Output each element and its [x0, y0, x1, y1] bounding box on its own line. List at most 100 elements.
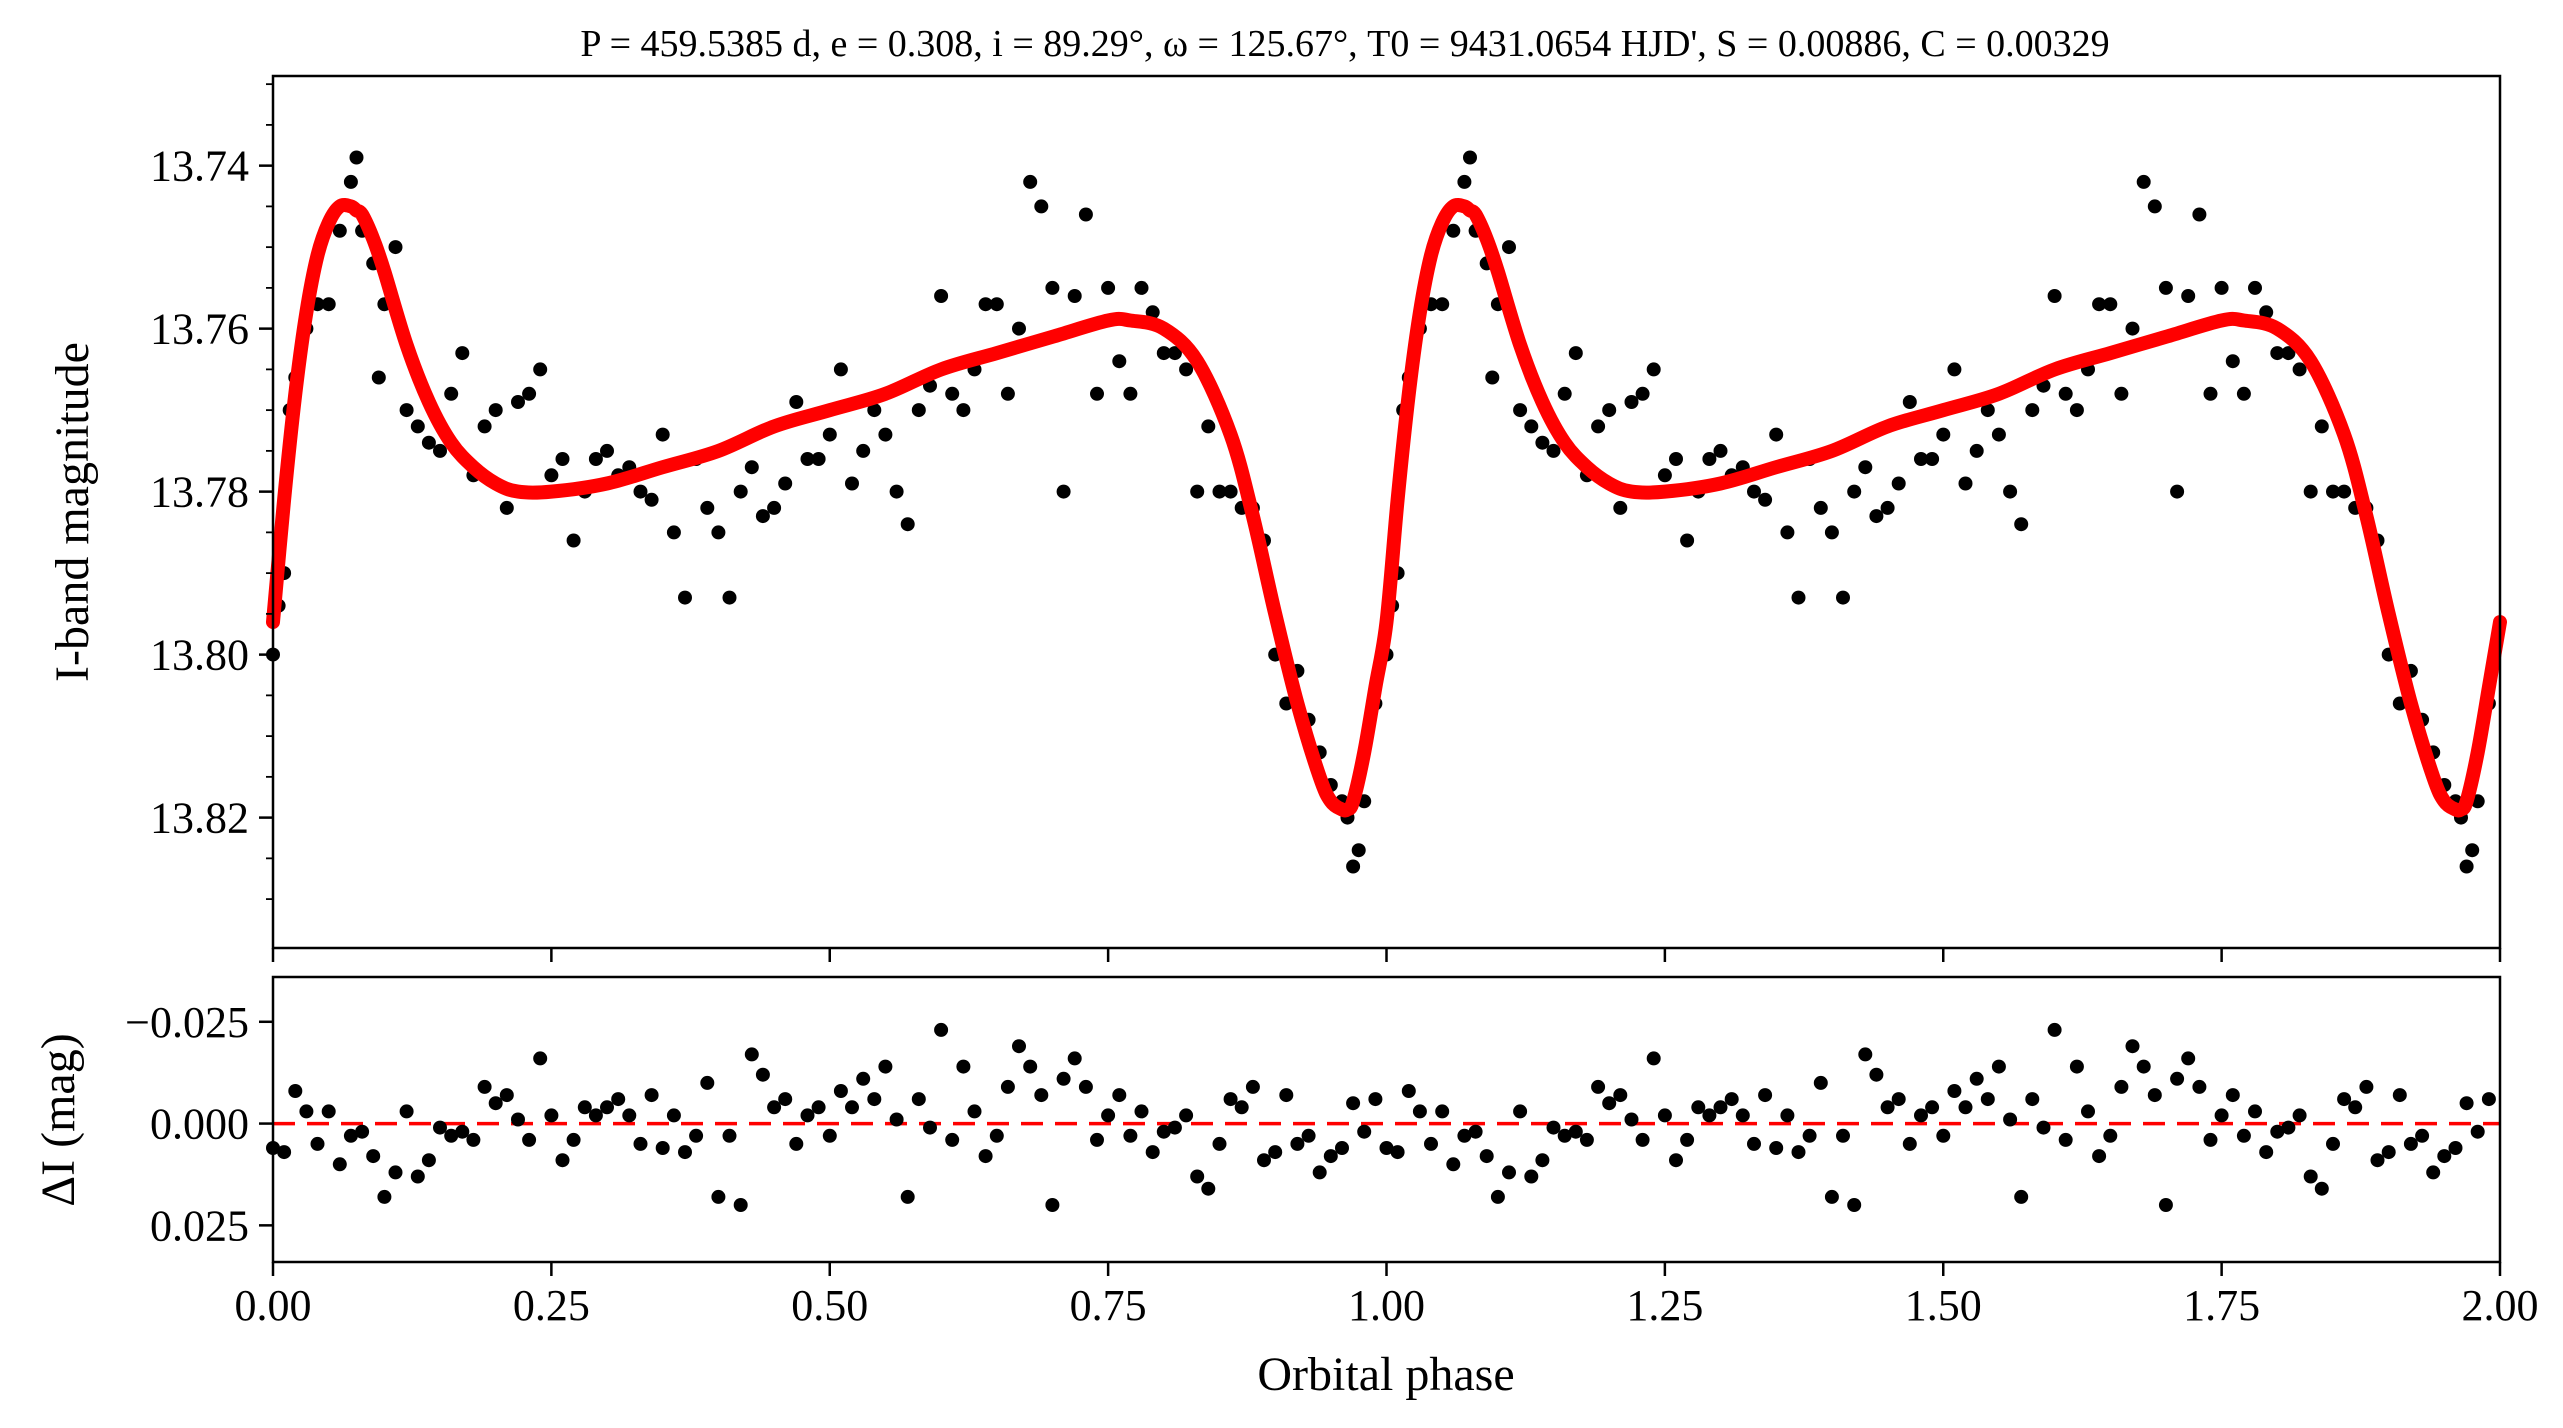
residual-point [1680, 1132, 1695, 1147]
data-point [1524, 419, 1539, 434]
bottom-plot-frame [271, 975, 2502, 1264]
residual-point [1524, 1169, 1539, 1184]
residual-point [1190, 1169, 1205, 1184]
residual-point [477, 1079, 492, 1094]
data-point [499, 500, 514, 515]
residual-point [1747, 1136, 1761, 1151]
residual-point [1902, 1136, 1917, 1151]
residual-point [2359, 1079, 2374, 1094]
data-point [2248, 280, 2262, 295]
top-panel: P = 459.5385 d, e = 0.308, i = 89.29°, ω… [46, 23, 2507, 962]
residual-point [2036, 1120, 2051, 1135]
residual-point [1657, 1108, 1672, 1123]
data-point [867, 403, 882, 418]
data-point [1346, 859, 1361, 874]
residual-point [1836, 1128, 1850, 1143]
data-point [934, 289, 949, 303]
residual-point [2270, 1124, 2285, 1139]
data-point [1557, 386, 1572, 401]
data-point [945, 386, 960, 401]
residual-point [767, 1100, 782, 1115]
data-point [833, 362, 848, 377]
data-point [1179, 362, 1194, 377]
x-tick-label: 2.00 [2462, 1281, 2539, 1330]
residual-point [633, 1136, 648, 1151]
residual-point [1713, 1100, 1728, 1115]
residual-point [566, 1132, 581, 1147]
y-tick-label: 13.76 [150, 305, 249, 354]
data-point [1023, 174, 1038, 189]
residual-point [2081, 1104, 2095, 1119]
data-point [1502, 240, 1516, 255]
residual-point [622, 1108, 637, 1123]
residual-point [733, 1198, 748, 1212]
residual-point [934, 1022, 949, 1037]
data-point [1602, 403, 1617, 418]
residual-point [2370, 1153, 2385, 1168]
residual-point [2092, 1149, 2107, 1164]
residual-point [2203, 1132, 2218, 1147]
data-point [2192, 207, 2207, 222]
residual-point [1624, 1112, 1639, 1127]
data-point [321, 297, 336, 312]
data-point [1591, 419, 1606, 434]
top-model-curve [266, 198, 2507, 818]
data-point [388, 240, 403, 255]
data-point [644, 492, 659, 507]
residual-point [1735, 1108, 1750, 1123]
residual-point [889, 1112, 904, 1127]
data-point [2292, 362, 2307, 377]
residual-point [1123, 1128, 1138, 1143]
data-point [1435, 297, 1450, 312]
residual-point [1613, 1088, 1628, 1103]
data-point [1112, 354, 1127, 369]
data-point [1657, 468, 1672, 483]
residual-point [1424, 1136, 1438, 1151]
data-point [666, 525, 681, 540]
y-tick-label: −0.025 [125, 998, 249, 1047]
residual-point [444, 1128, 459, 1143]
residual-point [1457, 1128, 1472, 1143]
residual-point [1212, 1136, 1227, 1151]
residual-point [778, 1092, 793, 1107]
data-point [1836, 590, 1850, 605]
residual-point [2214, 1108, 2229, 1123]
residual-point [644, 1088, 659, 1103]
residual-point [1546, 1120, 1561, 1135]
residual-point [1513, 1104, 1528, 1119]
residual-point [1669, 1153, 1683, 1168]
residual-point [1023, 1059, 1038, 1074]
data-point [744, 460, 759, 475]
residual-point [845, 1100, 859, 1115]
x-tick-label: 1.25 [1626, 1281, 1703, 1330]
data-point [1880, 500, 1895, 515]
residual-point [2326, 1136, 2340, 1151]
data-point [878, 427, 893, 442]
residual-point [2314, 1181, 2329, 1196]
residual-point [533, 1051, 548, 1066]
data-point [488, 403, 503, 418]
data-point [1991, 427, 2006, 442]
residual-point [2303, 1169, 2318, 1184]
residual-point [956, 1059, 971, 1074]
y-tick-label: 13.80 [150, 631, 249, 680]
data-point [722, 590, 737, 605]
residual-point [2025, 1092, 2040, 1107]
data-point [1791, 590, 1806, 605]
data-point [1123, 386, 1138, 401]
x-tick-label: 0.25 [513, 1281, 590, 1330]
residual-point [856, 1071, 871, 1086]
residual-point [1791, 1145, 1806, 1160]
residual-point [1891, 1092, 1906, 1107]
data-point [2465, 843, 2480, 858]
data-point [1134, 280, 1149, 295]
residual-point [466, 1132, 481, 1147]
residual-point [1980, 1092, 1995, 1107]
top-y-axis-label: I-band magnitude [46, 342, 99, 682]
residual-point [1312, 1165, 1327, 1180]
data-point [1958, 476, 1973, 491]
data-point [978, 297, 993, 312]
residual-point [2470, 1124, 2485, 1139]
residual-point [399, 1104, 414, 1119]
data-point [1669, 452, 1683, 466]
